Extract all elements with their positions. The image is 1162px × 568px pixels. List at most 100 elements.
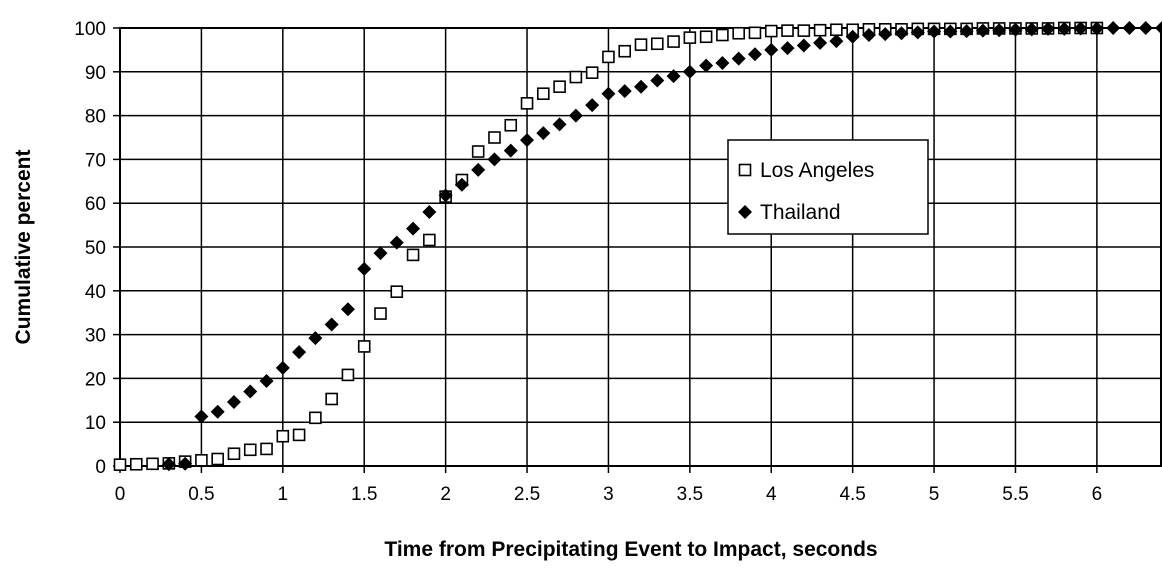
data-point	[813, 23, 827, 37]
data-point	[927, 24, 942, 39]
data-point	[374, 307, 387, 320]
data-point	[438, 188, 453, 203]
y-tick-label: 30	[85, 326, 106, 347]
data-point	[390, 285, 404, 298]
data-point	[536, 126, 551, 141]
data-point	[552, 117, 567, 132]
data-point	[715, 56, 730, 71]
data-point	[699, 58, 714, 73]
data-point	[894, 26, 909, 41]
data-point	[682, 64, 697, 79]
data-point	[959, 24, 974, 39]
x-tick-label: 3.5	[677, 484, 703, 505]
x-tick-label: 2.5	[514, 484, 540, 505]
data-point	[276, 429, 290, 443]
data-point	[309, 411, 322, 425]
data-point	[683, 31, 697, 44]
data-point	[129, 457, 143, 471]
data-point	[537, 87, 550, 100]
y-tick-label: 20	[85, 369, 106, 390]
data-point	[373, 246, 388, 261]
data-point	[585, 98, 600, 113]
data-point	[325, 392, 338, 406]
data-point	[292, 345, 307, 360]
data-point	[357, 340, 371, 353]
data-series	[113, 21, 1162, 472]
data-point	[1122, 21, 1137, 35]
y-tick-label: 0	[95, 457, 106, 478]
data-point	[634, 38, 648, 51]
data-point	[210, 404, 225, 419]
x-tick-label: 1.5	[351, 484, 377, 505]
data-point	[243, 443, 257, 457]
data-point	[406, 248, 420, 262]
data-point	[194, 409, 209, 424]
data-point	[910, 25, 925, 40]
series-thailand	[161, 21, 1162, 472]
data-point	[780, 41, 795, 56]
x-tick-label: 5	[929, 484, 940, 505]
data-point	[878, 27, 893, 42]
legend-marker	[738, 163, 752, 177]
data-point	[260, 442, 273, 456]
data-point	[520, 133, 535, 148]
y-tick-label: 60	[85, 194, 106, 215]
data-point	[1155, 21, 1162, 35]
data-point	[454, 177, 469, 192]
data-point	[617, 84, 632, 99]
data-point	[618, 44, 632, 58]
data-point	[1089, 21, 1104, 36]
legend-label: Los Angeles	[760, 159, 874, 182]
data-point	[1041, 21, 1056, 36]
data-point	[650, 73, 665, 88]
data-point	[324, 317, 339, 332]
data-point	[748, 26, 762, 40]
x-tick-label: 0	[115, 484, 126, 505]
x-tick-label: 5.5	[1002, 484, 1028, 505]
data-point	[504, 118, 518, 132]
y-tick-label: 80	[85, 107, 106, 128]
data-point	[553, 80, 566, 93]
data-point	[423, 233, 436, 247]
data-point	[243, 384, 258, 399]
data-point	[699, 30, 713, 44]
y-axis-title: Cumulative percent	[12, 150, 35, 345]
data-point	[1057, 21, 1072, 36]
y-tick-label: 70	[85, 150, 106, 171]
data-point	[861, 28, 876, 43]
y-tick-label: 10	[85, 413, 106, 434]
data-point	[650, 37, 664, 51]
data-point	[259, 374, 274, 389]
data-point	[845, 29, 860, 44]
data-point	[716, 28, 729, 42]
data-point	[422, 204, 437, 219]
data-point	[569, 70, 583, 84]
data-point	[406, 221, 421, 236]
data-point	[488, 131, 501, 144]
data-point	[667, 35, 680, 48]
data-point	[1106, 21, 1121, 35]
data-point	[211, 452, 224, 466]
y-tick-label: 90	[85, 63, 106, 84]
data-point	[1138, 21, 1153, 35]
data-point	[471, 162, 486, 177]
data-point	[178, 456, 193, 471]
data-point	[1008, 22, 1023, 37]
data-point	[796, 38, 811, 53]
data-point	[340, 302, 355, 317]
data-point	[292, 428, 306, 442]
x-tick-label: 1	[278, 484, 289, 505]
data-point	[601, 86, 616, 101]
x-tick-label: 3	[603, 484, 614, 505]
data-point	[113, 458, 127, 471]
data-point	[487, 152, 502, 167]
data-point	[747, 47, 762, 62]
x-tick-label: 4.5	[839, 484, 865, 505]
data-point	[602, 50, 615, 64]
x-axis-title: Time from Precipitating Event to Impact,…	[384, 538, 877, 561]
gridlines	[119, 27, 1162, 467]
data-point	[275, 360, 290, 375]
data-point	[975, 23, 990, 38]
data-point	[797, 24, 811, 37]
